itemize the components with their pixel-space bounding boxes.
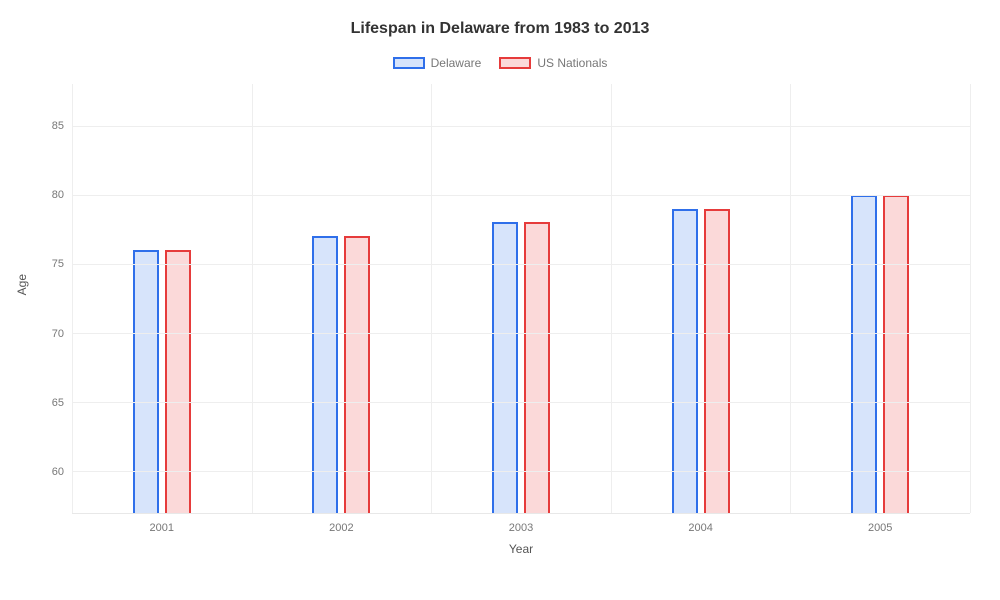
bar-group — [492, 222, 550, 513]
y-tick: 75 — [52, 258, 64, 270]
chart-title: Lifespan in Delaware from 1983 to 2013 — [30, 20, 970, 38]
gridline-h — [72, 264, 970, 265]
x-tick: 2005 — [868, 522, 892, 534]
gridline-h — [72, 471, 970, 472]
x-tick: 2003 — [509, 522, 533, 534]
y-tick: 65 — [52, 397, 64, 409]
y-tick: 85 — [52, 120, 64, 132]
bar-group — [133, 250, 191, 513]
gridline-v — [611, 84, 612, 513]
legend: Delaware US Nationals — [30, 56, 970, 70]
gridline-h — [72, 333, 970, 334]
bar-1 — [165, 250, 191, 513]
legend-item-1: US Nationals — [499, 56, 607, 70]
gridline-v — [252, 84, 253, 513]
x-tick: 2004 — [688, 522, 712, 534]
bar-group — [851, 195, 909, 513]
x-tick: 2001 — [150, 522, 174, 534]
y-tick: 70 — [52, 328, 64, 340]
plot-wrap: Age 606570758085 Year 200120022003200420… — [30, 84, 970, 514]
gridline-v — [790, 84, 791, 513]
bars-layer — [72, 84, 970, 513]
bar-0 — [851, 195, 877, 513]
legend-label-1: US Nationals — [537, 56, 607, 70]
bar-group — [672, 209, 730, 513]
bar-0 — [672, 209, 698, 513]
y-ticks: 60 65 70 75 80 85 — [30, 84, 72, 514]
gridline-h — [72, 126, 970, 127]
gridline-h — [72, 402, 970, 403]
y-tick: 80 — [52, 189, 64, 201]
x-ticks: Year 2001 2002 2003 2004 2005 — [72, 516, 970, 556]
legend-swatch-0 — [393, 57, 425, 69]
y-axis-label: Age — [15, 274, 29, 295]
legend-swatch-1 — [499, 57, 531, 69]
plot-area — [72, 84, 970, 514]
bar-0 — [492, 222, 518, 513]
x-axis-label: Year — [509, 542, 533, 556]
chart-container: Lifespan in Delaware from 1983 to 2013 D… — [0, 0, 1000, 600]
y-tick: 60 — [52, 466, 64, 478]
x-tick: 2002 — [329, 522, 353, 534]
bar-0 — [133, 250, 159, 513]
gridline-h — [72, 195, 970, 196]
gridline-v — [970, 84, 971, 513]
legend-item-0: Delaware — [393, 56, 482, 70]
gridline-v — [431, 84, 432, 513]
legend-label-0: Delaware — [431, 56, 482, 70]
bar-1 — [704, 209, 730, 513]
bar-1 — [524, 222, 550, 513]
gridline-v — [72, 84, 73, 513]
bar-1 — [883, 195, 909, 513]
